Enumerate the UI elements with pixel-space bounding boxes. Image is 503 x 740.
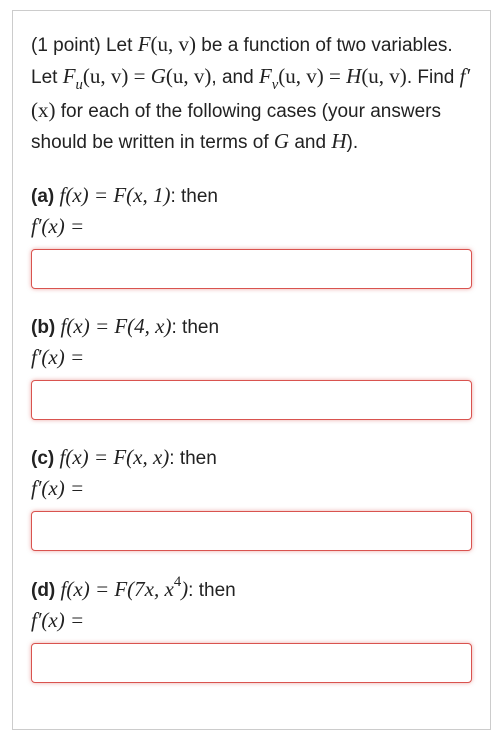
intro-text-4: . Find bbox=[407, 67, 460, 88]
rhs-d-pre: F(7x, x bbox=[114, 577, 173, 601]
eq-1: = bbox=[128, 64, 150, 88]
part-d: (d) f(x) = F(7x, x4): then f′(x) = bbox=[31, 573, 472, 683]
sub-u: u bbox=[76, 77, 83, 93]
part-b-eq: f(x) = F(4, x) bbox=[61, 314, 172, 338]
sym-H: H bbox=[346, 64, 361, 88]
math-F-uv: F(u, v) bbox=[138, 32, 196, 56]
args-uv-4: (u, v) bbox=[278, 64, 324, 88]
fx-eq-a: f(x) = bbox=[60, 183, 114, 207]
args-uv: (u, v) bbox=[151, 32, 197, 56]
part-a-label: (a) bbox=[31, 186, 60, 207]
part-d-label: (d) bbox=[31, 580, 61, 601]
fprime-a: f′(x) = bbox=[31, 214, 84, 238]
part-b: (b) f(x) = F(4, x): then f′(x) = bbox=[31, 311, 472, 420]
intro-text-5: for each of the following cases (your an… bbox=[31, 101, 441, 154]
intro-text-1: Let bbox=[106, 35, 138, 56]
fprime-d: f′(x) = bbox=[31, 608, 84, 632]
rhs-d-exp: 4 bbox=[174, 574, 181, 590]
part-d-eq: f(x) = F(7x, x4) bbox=[61, 577, 189, 601]
intro-text-6: ). bbox=[347, 132, 359, 153]
math-Fu: Fu(u, v) = G(u, v) bbox=[63, 64, 212, 88]
sym-Fv: F bbox=[259, 64, 272, 88]
rhs-b: F(4, x) bbox=[114, 314, 171, 338]
sym-G-2: G bbox=[274, 129, 289, 153]
points-label: (1 point) bbox=[31, 35, 106, 56]
eq-2: = bbox=[324, 64, 346, 88]
sym-Fu: F bbox=[63, 64, 76, 88]
sym-F: F bbox=[138, 32, 151, 56]
part-c-text: (c) f(x) = F(x, x): then f′(x) = bbox=[31, 442, 472, 505]
part-a: (a) f(x) = F(x, 1): then f′(x) = bbox=[31, 180, 472, 289]
sym-H-2: H bbox=[331, 129, 346, 153]
part-b-label: (b) bbox=[31, 317, 61, 338]
math-Fv: Fv(u, v) = H(u, v) bbox=[259, 64, 407, 88]
part-c-eq: f(x) = F(x, x) bbox=[60, 445, 170, 469]
sym-fprime: f′ bbox=[460, 64, 470, 88]
fprime-c: f′(x) = bbox=[31, 476, 84, 500]
args-uv-2: (u, v) bbox=[83, 64, 129, 88]
intro-and: and bbox=[289, 132, 331, 153]
part-d-text: (d) f(x) = F(7x, x4): then f′(x) = bbox=[31, 573, 472, 637]
args-x: (x) bbox=[31, 98, 56, 122]
intro-text-3: , and bbox=[211, 67, 259, 88]
answer-input-b[interactable] bbox=[31, 380, 472, 420]
part-b-text: (b) f(x) = F(4, x): then f′(x) = bbox=[31, 311, 472, 374]
fprime-b: f′(x) = bbox=[31, 345, 84, 369]
problem-container: (1 point) Let F(u, v) be a function of t… bbox=[12, 10, 491, 730]
part-c: (c) f(x) = F(x, x): then f′(x) = bbox=[31, 442, 472, 551]
then-c: : then bbox=[169, 448, 217, 469]
answer-input-a[interactable] bbox=[31, 249, 472, 289]
fx-eq-c: f(x) = bbox=[60, 445, 114, 469]
sym-G: G bbox=[151, 64, 166, 88]
fx-eq-d: f(x) = bbox=[61, 577, 115, 601]
then-d: : then bbox=[188, 580, 236, 601]
part-a-text: (a) f(x) = F(x, 1): then f′(x) = bbox=[31, 180, 472, 243]
then-b: : then bbox=[172, 317, 220, 338]
part-a-eq: f(x) = F(x, 1) bbox=[60, 183, 171, 207]
sub-v: v bbox=[272, 77, 279, 93]
args-uv-3: (u, v) bbox=[166, 64, 212, 88]
problem-intro: (1 point) Let F(u, v) be a function of t… bbox=[31, 29, 472, 158]
then-a: : then bbox=[170, 186, 218, 207]
rhs-c: F(x, x) bbox=[113, 445, 169, 469]
fx-eq-b: f(x) = bbox=[61, 314, 115, 338]
part-c-label: (c) bbox=[31, 448, 60, 469]
args-uv-5: (u, v) bbox=[361, 64, 407, 88]
answer-input-d[interactable] bbox=[31, 643, 472, 683]
answer-input-c[interactable] bbox=[31, 511, 472, 551]
rhs-a: F(x, 1) bbox=[113, 183, 170, 207]
